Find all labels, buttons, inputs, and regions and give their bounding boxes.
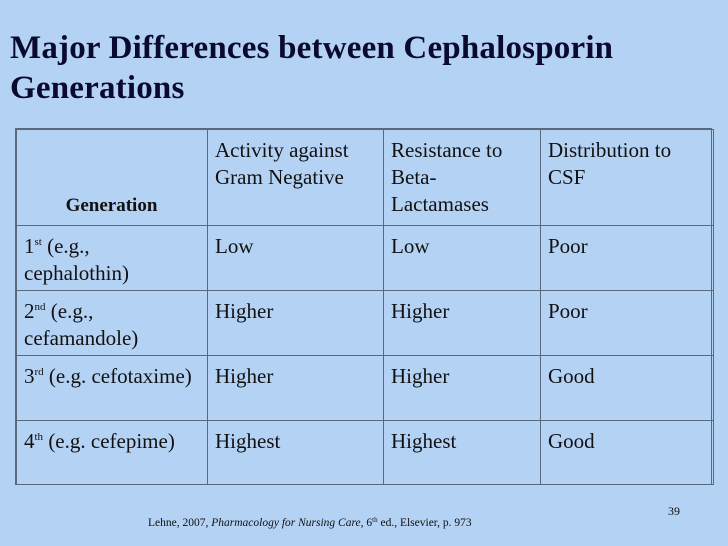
citation-book: Pharmacology for Nursing Care, (211, 517, 364, 529)
table-row: 3rd (e.g. cefotaxime) Higher Higher Good (16, 355, 714, 421)
generation-example: (e.g., cephalothin) (24, 234, 129, 285)
header-resistance: Resistance to Beta-Lactamases (383, 129, 541, 226)
header-generation: Generation (16, 129, 208, 226)
activity-cell: Higher (207, 290, 384, 356)
distribution-cell: Good (540, 355, 714, 421)
ordinal-suffix: th (34, 431, 44, 443)
citation: Lehne, 2007, Pharmacology for Nursing Ca… (148, 516, 472, 530)
header-distribution: Distribution to CSF (540, 129, 714, 226)
generation-ordinal: 3 (24, 364, 35, 388)
generation-cell: 2nd (e.g., cefamandole) (16, 290, 208, 356)
citation-edition: 6 (363, 517, 373, 529)
citation-suffix: ed., Elsevier, p. 973 (377, 517, 472, 529)
generation-cell: 1st (e.g., cephalothin) (16, 225, 208, 291)
ordinal-suffix: rd (34, 366, 44, 378)
resistance-cell: Higher (383, 290, 541, 356)
distribution-cell: Poor (540, 225, 714, 291)
activity-cell: Low (207, 225, 384, 291)
generations-table: Generation Activity against Gram Negativ… (15, 128, 714, 485)
activity-cell: Highest (207, 420, 384, 485)
generation-ordinal: 4 (24, 429, 35, 453)
generation-cell: 3rd (e.g. cefotaxime) (16, 355, 208, 421)
citation-edition-suffix: th (372, 516, 378, 524)
comparison-grid: Generation Activity against Gram Negativ… (16, 129, 714, 485)
table-row: 1st (e.g., cephalothin) Low Low Poor (16, 225, 714, 291)
ordinal-suffix: nd (34, 301, 46, 313)
distribution-cell: Good (540, 420, 714, 485)
resistance-cell: Higher (383, 355, 541, 421)
header-row: Generation Activity against Gram Negativ… (16, 129, 714, 226)
generation-cell: 4th (e.g. cefepime) (16, 420, 208, 485)
generation-ordinal: 1 (24, 234, 35, 258)
distribution-cell: Poor (540, 290, 714, 356)
generation-example: (e.g., cefamandole) (24, 299, 139, 350)
citation-prefix: Lehne, 2007, (148, 517, 212, 529)
generation-example: (e.g. cefotaxime) (48, 364, 192, 388)
ordinal-suffix: st (34, 236, 42, 248)
generation-ordinal: 2 (24, 299, 35, 323)
table-row: 2nd (e.g., cefamandole) Higher Higher Po… (16, 290, 714, 356)
header-activity: Activity against Gram Negative (207, 129, 384, 226)
slide-number: 39 (668, 504, 680, 518)
activity-cell: Higher (207, 355, 384, 421)
generation-example: (e.g. cefepime) (48, 429, 175, 453)
resistance-cell: Low (383, 225, 541, 291)
table-row: 4th (e.g. cefepime) Highest Highest Good (16, 420, 714, 485)
slide-title: Major Differences between Cephalosporin … (10, 30, 614, 106)
resistance-cell: Highest (383, 420, 541, 485)
